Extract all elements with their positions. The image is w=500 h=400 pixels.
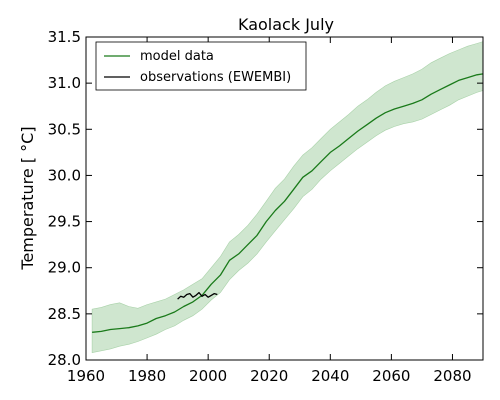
x-tick-label: 1980: [128, 367, 166, 385]
y-tick-label: 31.0: [48, 74, 81, 92]
y-axis-label: Temperature [ °C]: [18, 126, 37, 270]
model-data-line: [92, 73, 484, 333]
y-tick-label: 30.5: [48, 120, 81, 138]
x-tick-label: 2060: [372, 367, 410, 385]
x-tick-label: 2040: [311, 367, 349, 385]
legend-label-model-data: model data: [140, 49, 214, 64]
x-tick-label: 1960: [67, 367, 105, 385]
y-tick-label: 28.5: [48, 305, 81, 323]
legend-label-observations: observations (EWEMBI): [140, 70, 291, 85]
x-tick-label: 2080: [433, 367, 471, 385]
series-line-layer: [92, 73, 484, 333]
plot-frame: [85, 36, 484, 361]
x-tick-label: 2020: [250, 367, 288, 385]
y-tick-label: 29.5: [48, 213, 81, 231]
y-tick-label: 31.5: [48, 28, 81, 46]
chart-title: Kaolack July: [238, 15, 334, 34]
legend-box: [95, 41, 307, 91]
observations-line: [177, 291, 218, 300]
y-tick-label: 29.0: [48, 259, 81, 277]
y-tick-label: 30.0: [48, 166, 81, 184]
x-tick-label: 2000: [189, 367, 227, 385]
y-tick-label: 28.0: [48, 351, 81, 369]
tick-layer: 1960 1980 2000 2020 2040 2060 2080 28.0 28.5 29.0…: [48, 28, 483, 385]
legend: model data observations (EWEMBI): [95, 41, 307, 91]
